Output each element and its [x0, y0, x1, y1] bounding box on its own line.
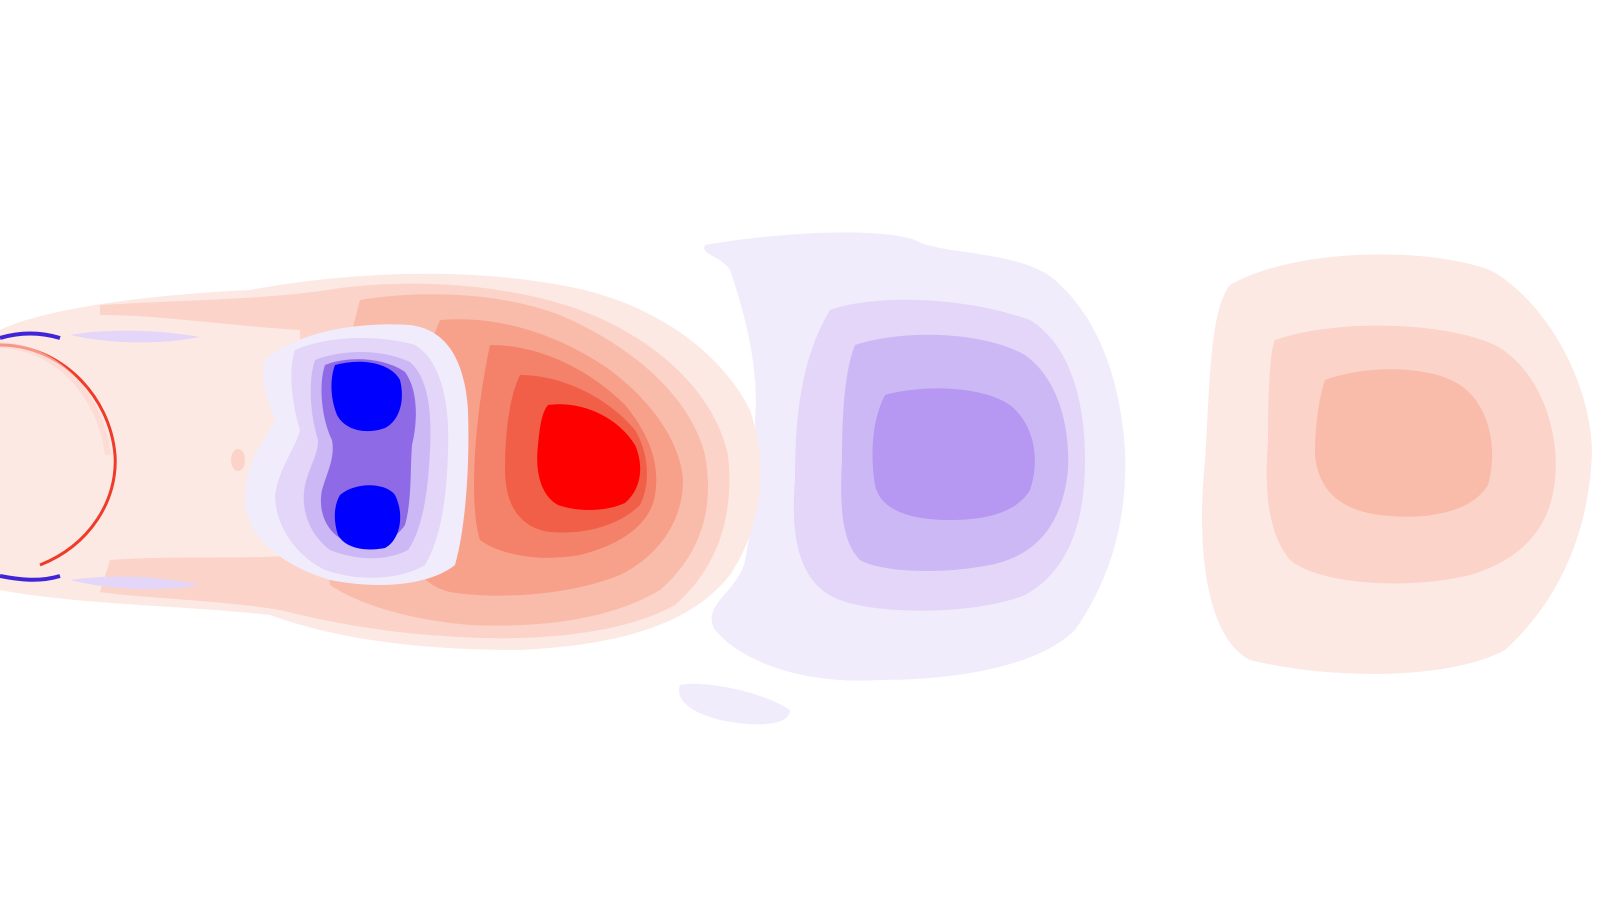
- cylinder-boundary: [0, 330, 245, 590]
- vortex-middle-negative: [679, 232, 1126, 725]
- vortex-pair-negative: [245, 324, 469, 585]
- vortex-right-positive: [1202, 254, 1592, 674]
